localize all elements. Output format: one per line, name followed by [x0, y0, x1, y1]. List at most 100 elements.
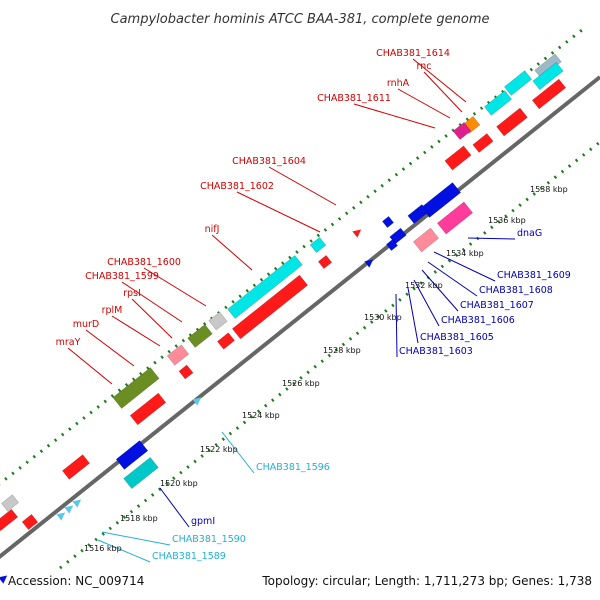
inner-tick-rail	[59, 140, 600, 570]
reverse-gene-label[interactable]: gpmI	[191, 516, 215, 527]
reverse-gene-leader	[407, 287, 419, 344]
forward-gene-label[interactable]: CHAB381_1600	[107, 257, 181, 268]
feat-blue-1606	[386, 239, 398, 251]
reverse-gene-leader	[467, 237, 516, 240]
genome-backbone	[0, 75, 600, 559]
rna-gene-label[interactable]: CHAB381_1589	[152, 551, 226, 562]
marker-cyan-2	[64, 505, 74, 514]
feat-cyan-r1	[532, 61, 564, 91]
kbp-tick-label: 1528 kbp	[323, 346, 361, 355]
reverse-gene-label[interactable]: dnaG	[517, 228, 542, 239]
kbp-tick-label: 1532 kbp	[405, 281, 443, 290]
feature-layer	[0, 53, 567, 584]
feat-olive-1599	[187, 324, 213, 348]
marker-cyan-4	[56, 512, 66, 521]
feat-cyan-gpmI	[123, 456, 159, 490]
feat-red-murD	[129, 392, 167, 426]
forward-gene-label[interactable]: CHAB381_1614	[376, 48, 450, 59]
kbp-tick-label: 1520 kbp	[160, 479, 198, 488]
genome-summary-text: Topology: circular; Length: 1,711,273 bp…	[261, 574, 592, 588]
forward-gene-leader	[397, 88, 451, 119]
feat-red-lower	[62, 454, 90, 480]
forward-gene-label[interactable]: mraY	[56, 337, 81, 348]
label-leader-lines	[67, 58, 516, 563]
reverse-gene-leader	[395, 293, 398, 358]
kbp-tick-label: 1524 kbp	[242, 411, 280, 420]
reverse-gene-label[interactable]: CHAB381_1605	[420, 332, 494, 343]
reverse-gene-leader	[427, 261, 478, 297]
kbp-tick-label: 1516 kbp	[84, 544, 122, 553]
forward-gene-label[interactable]: CHAB381_1602	[200, 181, 274, 192]
feat-red-edge2	[21, 513, 39, 531]
reverse-gene-label[interactable]: CHAB381_1608	[479, 285, 553, 296]
map-title: Campylobacter hominis ATCC BAA-381, comp…	[111, 12, 490, 27]
feat-magenta	[452, 121, 472, 141]
kbp-ticks: 1516 kbp 1518 kbp 1520 kbp 1522 kbp 1524 kbp…	[84, 185, 568, 553]
kbp-tick-label: 1538 kbp	[530, 185, 568, 194]
feat-red-r4	[444, 145, 472, 171]
kbp-tick-label: 1534 kbp	[446, 249, 484, 258]
reverse-gene-label[interactable]: CHAB381_1606	[441, 315, 515, 326]
feat-pink-1	[436, 201, 474, 235]
marker-blue-mid	[364, 259, 374, 268]
forward-gene-label[interactable]: murD	[73, 319, 100, 330]
forward-gene-leader	[111, 315, 161, 347]
forward-gene-leader	[353, 103, 436, 129]
forward-gene-label[interactable]: CHAB381_1604	[232, 156, 306, 167]
forward-gene-leader	[412, 58, 467, 103]
forward-gene-leader	[85, 329, 135, 367]
forward-gene-label[interactable]: CHAB381_1611	[317, 93, 391, 104]
feat-cyan-r3	[484, 90, 512, 116]
feat-red-r2	[496, 107, 528, 137]
kbp-tick-label: 1518 kbp	[120, 514, 158, 523]
forward-gene-label[interactable]: rnc	[417, 61, 432, 72]
forward-gene-label[interactable]: CHAB381_1599	[85, 271, 159, 282]
feat-cyan-1602	[309, 236, 327, 254]
forward-gene-leader	[67, 347, 113, 385]
feat-cyan-nifJ	[227, 255, 303, 319]
reverse-gene-leader	[413, 279, 440, 327]
kbp-tick-label: 1526 kbp	[282, 379, 320, 388]
kbp-tick-label: 1536 kbp	[488, 216, 526, 225]
forward-gene-leader	[236, 191, 321, 233]
feat-gray-edge	[1, 494, 19, 512]
feat-pink-2	[412, 227, 440, 253]
feat-red-1600b	[217, 332, 235, 350]
rna-gene-leader	[97, 539, 151, 563]
forward-gene-label[interactable]: nifJ	[205, 224, 220, 235]
forward-gene-leader	[423, 71, 463, 113]
forward-gene-leader	[131, 298, 173, 339]
feat-blue-gpmI	[115, 440, 149, 470]
rna-gene-leader	[101, 531, 171, 546]
marker-cyan-3	[72, 499, 82, 508]
forward-gene-label[interactable]: rpsI	[123, 288, 141, 299]
reverse-gene-leader	[433, 251, 496, 282]
feat-blue-1609	[407, 204, 429, 224]
forward-gene-leader	[211, 234, 253, 271]
feat-red-r3	[472, 133, 494, 153]
forward-gene-leader	[268, 166, 337, 206]
feat-red-nifJ	[231, 274, 309, 340]
feat-pink-rpsI	[166, 344, 190, 366]
forward-gene-leader	[121, 281, 183, 323]
feat-red-r1	[531, 78, 567, 110]
feat-red-edge	[0, 508, 19, 532]
kbp-tick-label: 1530 kbp	[364, 313, 402, 322]
reverse-gene-leader	[159, 487, 190, 528]
feat-olive-murD	[112, 367, 160, 409]
reverse-gene-label[interactable]: CHAB381_1603	[399, 346, 473, 357]
feat-blue-1607	[382, 216, 394, 228]
rna-gene-label[interactable]: CHAB381_1590	[172, 534, 246, 545]
feat-gray-1600	[208, 311, 228, 331]
feat-cyan-r2	[504, 70, 532, 96]
reverse-gene-label[interactable]: CHAB381_1607	[460, 300, 534, 311]
forward-gene-leader	[143, 267, 207, 307]
outer-tick-rail	[0, 28, 583, 486]
feat-red-rpsI	[178, 364, 194, 380]
forward-gene-label[interactable]: rnhA	[387, 78, 410, 89]
reverse-gene-label[interactable]: CHAB381_1609	[497, 270, 571, 281]
accession-text: Accession: NC_009714	[8, 574, 144, 588]
rna-gene-label[interactable]: CHAB381_1596	[256, 462, 330, 473]
forward-gene-label[interactable]: rplM	[102, 305, 123, 316]
